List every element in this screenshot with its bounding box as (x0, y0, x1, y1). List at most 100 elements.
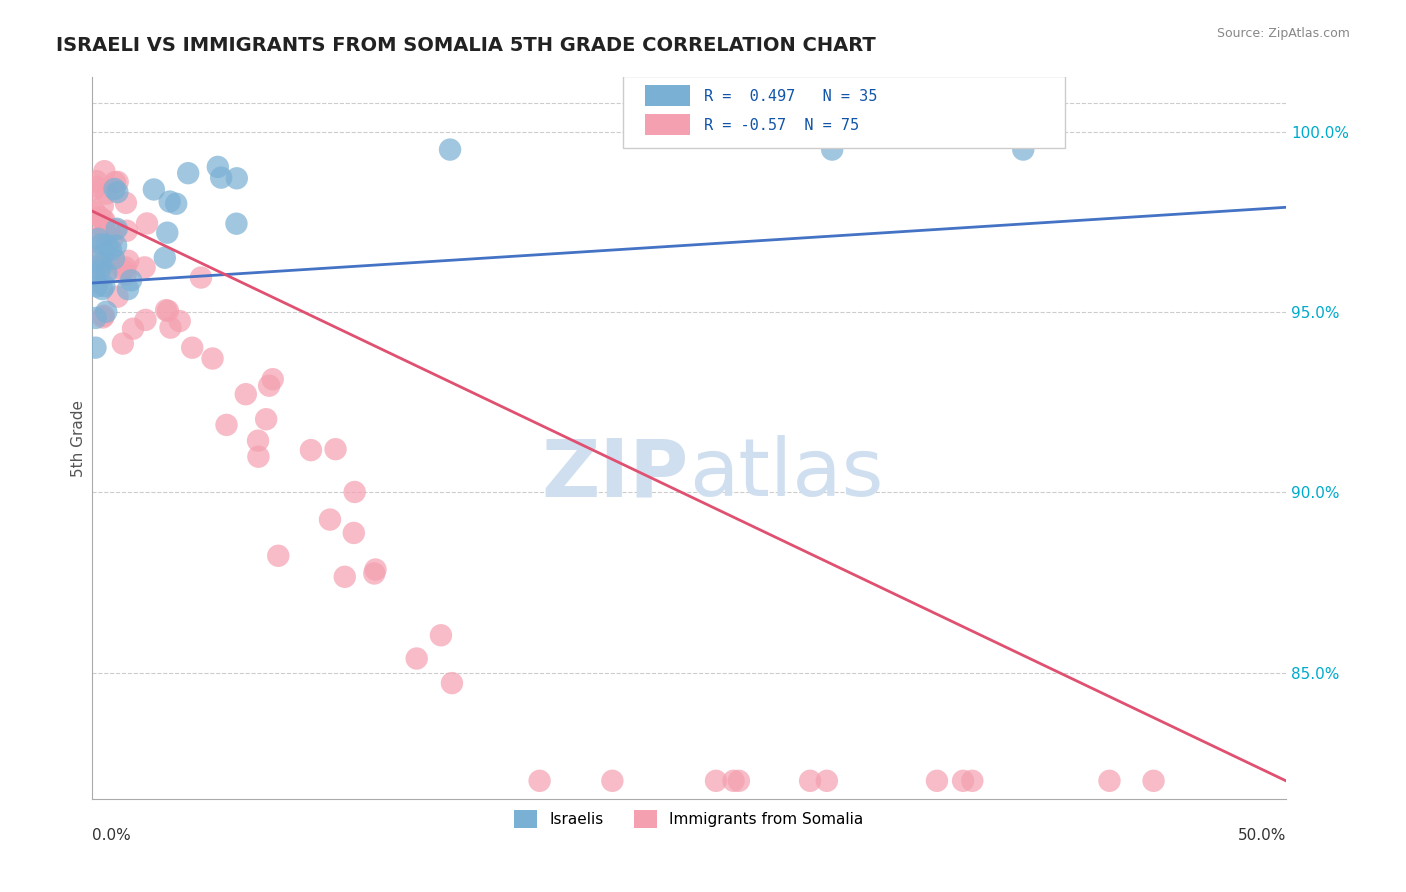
Point (165, 196, 187, 211)
Point (925, 773, 948, 788)
Point (94, 254, 117, 268)
Point (1098, 773, 1121, 788)
Point (815, 773, 838, 788)
Point (405, 651, 427, 665)
Point (83, 268, 105, 282)
Point (83, 183, 105, 197)
Point (117, 253, 139, 268)
Point (142, 182, 165, 196)
Text: R =  0.497   N = 35: R = 0.497 N = 35 (704, 88, 877, 103)
Point (96, 186, 118, 201)
Point (169, 314, 191, 328)
Point (267, 549, 290, 563)
Point (181, 341, 204, 355)
FancyBboxPatch shape (645, 113, 690, 136)
Point (799, 773, 821, 788)
Text: R = -0.57  N = 75: R = -0.57 N = 75 (704, 118, 859, 133)
FancyBboxPatch shape (645, 85, 690, 106)
Point (704, 773, 727, 788)
Point (91, 282, 114, 296)
Text: Source: ZipAtlas.com: Source: ZipAtlas.com (1216, 27, 1350, 40)
Point (96, 304, 118, 318)
Point (156, 226, 179, 240)
Text: ZIP: ZIP (541, 435, 689, 513)
Point (101, 232, 124, 246)
Point (159, 320, 181, 334)
Point (821, 143, 844, 157)
Point (104, 254, 127, 268)
Point (84, 341, 107, 355)
Point (90, 237, 112, 252)
Point (159, 194, 181, 209)
Point (105, 238, 128, 252)
Point (96, 238, 118, 252)
Point (91, 213, 114, 227)
Point (247, 434, 270, 448)
Point (93, 309, 115, 323)
FancyBboxPatch shape (623, 76, 1064, 148)
Point (103, 252, 125, 266)
Point (201, 351, 224, 366)
Point (153, 251, 176, 265)
Point (134, 313, 156, 327)
Text: 50.0%: 50.0% (1237, 828, 1286, 843)
Point (333, 570, 356, 584)
Text: atlas: atlas (689, 435, 883, 513)
Point (225, 171, 247, 186)
Point (363, 566, 385, 581)
Point (89, 263, 111, 277)
Point (207, 160, 229, 174)
Point (103, 182, 125, 196)
Point (105, 221, 128, 235)
Point (114, 268, 136, 282)
Point (107, 290, 129, 304)
Point (952, 773, 974, 788)
Point (83, 231, 105, 245)
Point (115, 195, 138, 210)
Point (177, 166, 200, 180)
Text: 0.0%: 0.0% (91, 828, 131, 843)
Point (728, 773, 751, 788)
Point (93, 279, 115, 293)
Point (247, 450, 270, 464)
Point (90, 257, 112, 271)
Point (1012, 143, 1035, 157)
Point (84, 204, 107, 219)
Point (343, 525, 366, 540)
Point (93, 213, 115, 227)
Legend: Israelis, Immigrants from Somalia: Israelis, Immigrants from Somalia (508, 804, 870, 835)
Point (84, 310, 107, 325)
Point (86, 275, 108, 289)
Point (602, 773, 624, 788)
Point (105, 185, 128, 199)
Point (87, 232, 110, 246)
Point (89, 210, 111, 224)
Point (225, 217, 247, 231)
Point (439, 143, 461, 157)
Point (155, 303, 177, 318)
Point (254, 412, 277, 426)
Point (134, 260, 156, 275)
Point (112, 262, 135, 277)
Point (1142, 773, 1164, 788)
Point (91, 248, 114, 262)
Point (215, 417, 238, 432)
Point (120, 273, 142, 287)
Text: ISRAELI VS IMMIGRANTS FROM SOMALIA 5TH GRADE CORRELATION CHART: ISRAELI VS IMMIGRANTS FROM SOMALIA 5TH G… (56, 36, 876, 54)
Point (430, 628, 453, 642)
Point (235, 387, 257, 401)
Point (111, 336, 134, 351)
Point (136, 216, 159, 230)
Point (96, 266, 118, 280)
Point (122, 322, 145, 336)
Point (440, 676, 463, 690)
Point (100, 243, 122, 257)
Point (262, 372, 284, 386)
Point (117, 282, 139, 296)
Point (209, 170, 232, 185)
Point (114, 260, 136, 275)
Point (91, 199, 114, 213)
Point (299, 443, 322, 458)
Point (104, 222, 127, 236)
Point (257, 378, 280, 392)
